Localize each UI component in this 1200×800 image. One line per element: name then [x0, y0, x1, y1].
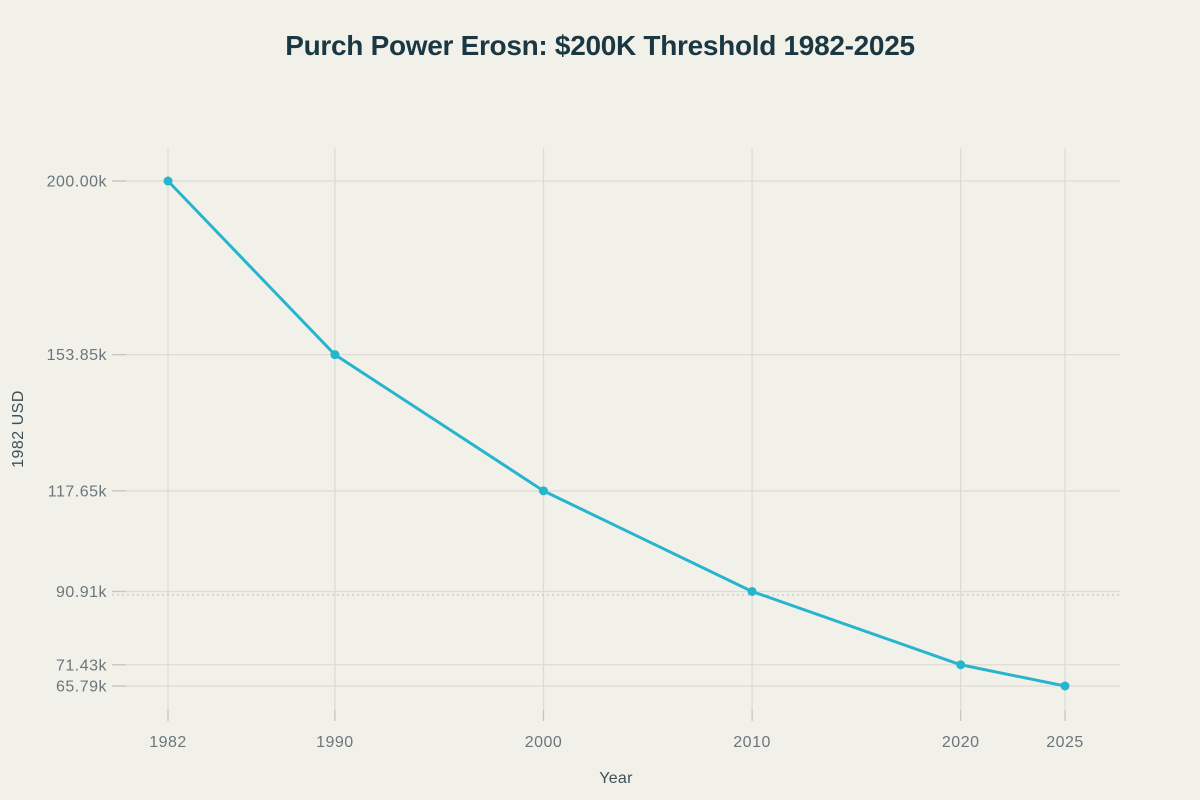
data-point[interactable]	[330, 350, 340, 360]
x-tick-label: 2020	[942, 734, 980, 751]
y-tick-label: 71.43k	[56, 657, 108, 674]
x-tick-label: 2010	[733, 734, 771, 751]
y-tick-label: 65.79k	[56, 679, 108, 696]
x-axis-title: Year	[599, 770, 633, 787]
data-point[interactable]	[747, 586, 757, 596]
data-point[interactable]	[163, 176, 173, 186]
x-tick-label: 1982	[149, 734, 187, 751]
x-tick-label: 1990	[316, 734, 354, 751]
x-tick-label: 2000	[525, 734, 563, 751]
data-point[interactable]	[538, 486, 548, 496]
data-point[interactable]	[956, 660, 966, 670]
y-tick-label: 200.00k	[47, 174, 108, 191]
chart-title: Purch Power Erosn: $200K Threshold 1982-…	[285, 30, 915, 61]
y-tick-label: 117.65k	[48, 483, 108, 500]
y-tick-label: 153.85k	[47, 347, 108, 364]
y-axis-title: 1982 USD	[10, 390, 27, 468]
series-line	[166, 179, 1067, 688]
y-tick-label: 90.91k	[56, 584, 108, 601]
x-tick-label: 2025	[1046, 734, 1084, 751]
data-point[interactable]	[1060, 681, 1070, 691]
